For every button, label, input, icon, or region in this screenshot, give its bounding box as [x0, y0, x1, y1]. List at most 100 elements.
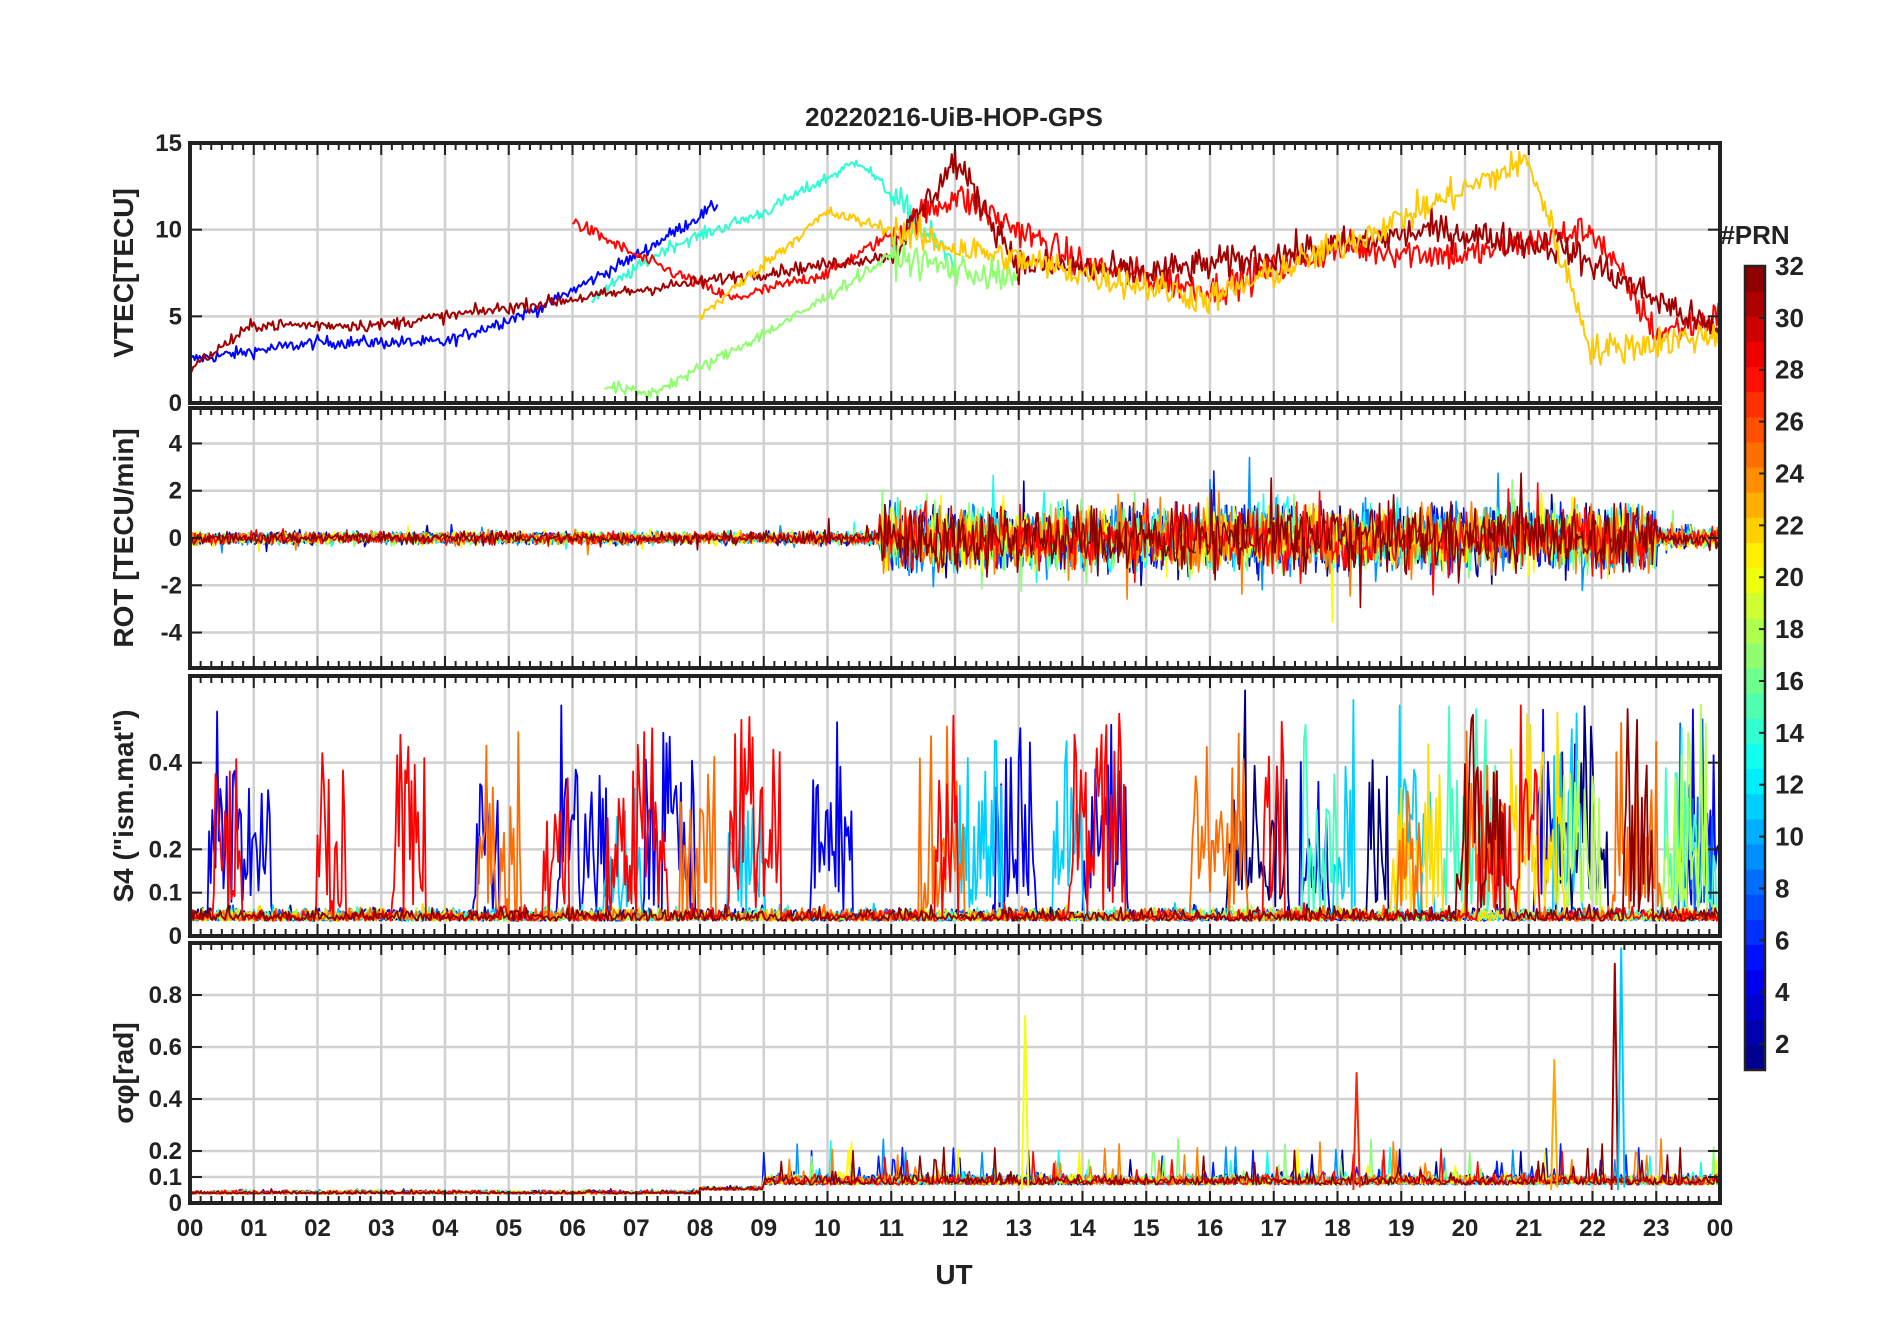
colorbar-segment — [1745, 467, 1765, 493]
x-tick-label: 13 — [1005, 1215, 1032, 1242]
colorbar-frame — [1743, 264, 1767, 1072]
panel-sigma: 00.10.2 0.4 0.6 0.8 σφ[rad] — [108, 941, 1722, 1217]
y-tick-label: 0 — [169, 1190, 182, 1217]
x-tick-label: 09 — [750, 1215, 777, 1242]
colorbar-tick-label: 2 — [1775, 1029, 1789, 1059]
chart-title: 20220216-UiB-HOP-GPS — [805, 102, 1103, 132]
colorbar-tick-label: 8 — [1775, 873, 1789, 903]
colorbar-segment — [1745, 266, 1765, 292]
colorbar-segment — [1745, 693, 1765, 719]
colorbar-segment — [1745, 743, 1765, 770]
y-axis-label: σφ[rad] — [108, 1022, 139, 1123]
panel-rot: -4 -2 0 2 4 ROT [TECU/min] — [108, 406, 1722, 670]
colorbar-segment — [1745, 416, 1765, 443]
colorbar-tick-label: 28 — [1775, 355, 1804, 385]
panel-s4: 0 0.1 0.2 0.4 S4 ("ism.mat") — [108, 674, 1722, 950]
colorbar-segment — [1745, 617, 1765, 644]
colorbar-segment — [1745, 919, 1765, 945]
x-tick-label: 08 — [687, 1215, 714, 1242]
y-axis-label: VTEC[TECU] — [108, 188, 139, 358]
colorbar-segment — [1745, 969, 1765, 996]
colorbar-title: #PRN — [1720, 220, 1789, 250]
x-tick-label: 23 — [1643, 1215, 1670, 1242]
x-tick-label: 14 — [1069, 1215, 1096, 1242]
x-tick-label: 18 — [1324, 1215, 1351, 1242]
x-tick-label: 19 — [1388, 1215, 1415, 1242]
colorbar-segment — [1745, 642, 1765, 669]
colorbar-tick-label: 24 — [1775, 458, 1804, 488]
vtec-series-prn-5 — [190, 199, 719, 363]
y-axis-label: ROT [TECU/min] — [108, 428, 139, 647]
x-tick-label: 06 — [559, 1215, 586, 1242]
colorbar-tick-label: 6 — [1775, 925, 1789, 955]
x-tick-label: 15 — [1133, 1215, 1160, 1242]
colorbar-segment — [1745, 1019, 1765, 1046]
colorbar-tick-label: 10 — [1775, 822, 1804, 852]
y-axis-label: S4 ("ism.mat") — [108, 709, 139, 902]
x-tick-label: 04 — [432, 1215, 459, 1242]
y-tick-label: 2 — [169, 478, 182, 505]
vtec-series-prn-22 — [699, 150, 1720, 366]
rot-series — [190, 472, 1720, 609]
colorbar-segment — [1745, 567, 1765, 594]
colorbar-segment — [1745, 341, 1765, 368]
sigma-spike — [1550, 1059, 1559, 1191]
x-tick-label: 16 — [1197, 1215, 1224, 1242]
x-tick-label: 02 — [304, 1215, 331, 1242]
colorbar-segment — [1745, 316, 1765, 342]
y-tick-label: 15 — [155, 130, 182, 157]
y-tick-label: -4 — [161, 620, 183, 647]
panel-data — [190, 147, 1720, 400]
colorbar-segment — [1745, 441, 1765, 468]
colorbar-tick-label: 22 — [1775, 510, 1804, 540]
colorbar-tick-label: 32 — [1775, 251, 1804, 281]
colorbar-segment — [1745, 291, 1765, 317]
colorbar-segment — [1745, 944, 1765, 971]
y-tick-label: 0.6 — [149, 1034, 182, 1061]
x-axis-label: UT — [935, 1259, 972, 1290]
colorbar-segment — [1745, 793, 1765, 820]
panel-data — [190, 689, 1720, 922]
vtec-series-prn-17 — [604, 236, 1019, 400]
colorbar-segment — [1745, 894, 1765, 920]
colorbar-segment — [1745, 768, 1765, 795]
y-tick-label: -2 — [161, 572, 182, 599]
colorbar-tick-label: 18 — [1775, 614, 1804, 644]
vtec-series-prn-31 — [190, 147, 1720, 373]
y-tick-label: 0.2 — [149, 1138, 182, 1165]
s4-series — [190, 704, 1720, 922]
sigma-spike — [1610, 962, 1619, 1191]
x-tick-label: 11 — [879, 1215, 904, 1242]
x-tick-label: 21 — [1515, 1215, 1542, 1242]
x-tick-label: 12 — [942, 1215, 969, 1242]
colorbar-segment — [1745, 818, 1765, 845]
colorbar-tick-label: 26 — [1775, 407, 1804, 437]
panel-data — [190, 456, 1720, 623]
colorbar-tick-label: 12 — [1775, 770, 1804, 800]
x-tick-label: 10 — [814, 1215, 841, 1242]
colorbar-segment — [1745, 517, 1765, 543]
colorbar-segment — [1745, 366, 1765, 393]
colorbar-segment — [1745, 843, 1765, 870]
y-tick-label: 0.4 — [149, 1086, 183, 1113]
y-tick-label: 0 — [169, 923, 182, 950]
colorbar-segment — [1745, 592, 1765, 619]
y-tick-label: 0.2 — [149, 836, 182, 863]
y-tick-label: 5 — [169, 303, 182, 330]
x-tick-label: 07 — [623, 1215, 650, 1242]
colorbar-tick-label: 4 — [1775, 977, 1790, 1007]
x-tick-label: 01 — [240, 1215, 267, 1242]
x-tick-label: 03 — [368, 1215, 395, 1242]
s4-series — [190, 708, 1720, 922]
colorbar-segment — [1745, 492, 1765, 518]
x-tick-label: 05 — [495, 1215, 522, 1242]
colorbar-segment — [1745, 391, 1765, 418]
colorbar-segment — [1745, 668, 1765, 694]
y-tick-label: 0 — [169, 390, 182, 417]
x-tick-label: 22 — [1579, 1215, 1606, 1242]
x-tick-label: 00 — [177, 1215, 204, 1242]
y-tick-label: 0.4 — [149, 750, 183, 777]
y-tick-label: 0.1 — [149, 880, 182, 907]
y-tick-label: 10 — [155, 217, 182, 244]
